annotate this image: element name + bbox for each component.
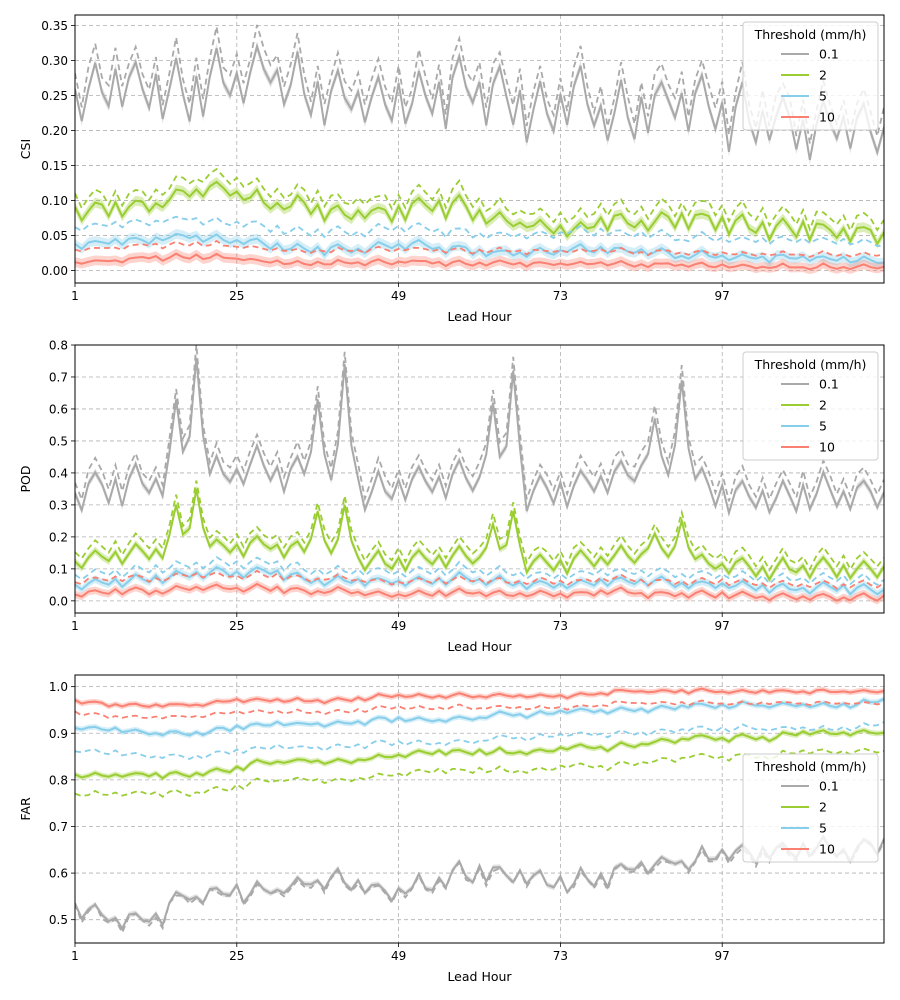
series-5-dashed-line xyxy=(75,721,884,761)
legend-label-0.1: 0.1 xyxy=(819,779,839,794)
y-tick-label: 0.6 xyxy=(49,867,68,881)
x-tick-label: 1 xyxy=(71,619,79,633)
chart-panel-csi: 1 25 49 73 970.000.050.100.150.200.250.300.3… xyxy=(18,14,885,324)
series-2-dashed-line xyxy=(75,167,884,233)
y-tick-label: 0.00 xyxy=(41,264,68,278)
y-axis-label: FAR xyxy=(18,797,33,821)
legend-label-2: 2 xyxy=(819,800,827,815)
series-10-line xyxy=(75,582,884,602)
x-tick-label: 73 xyxy=(553,619,568,633)
series-2-band xyxy=(75,177,884,249)
y-tick-label: 1.0 xyxy=(49,680,68,694)
x-tick-label: 25 xyxy=(229,289,244,303)
series-2-band xyxy=(75,727,884,782)
series-10-band xyxy=(75,248,884,275)
x-axis-label: Lead Hour xyxy=(447,969,512,984)
y-tick-label: 0.9 xyxy=(49,727,68,741)
legend-label-10: 10 xyxy=(819,842,835,857)
y-tick-label: 0.0 xyxy=(49,594,68,608)
series-10-line xyxy=(75,687,884,708)
legend-box xyxy=(742,351,879,461)
legend-title: Threshold (mm/h) xyxy=(754,27,867,42)
series-2-line xyxy=(75,180,884,246)
x-tick-label: 97 xyxy=(715,949,730,963)
series-10-line xyxy=(75,252,884,271)
x-axis-label: Lead Hour xyxy=(447,639,512,654)
legend-label-0.1: 0.1 xyxy=(819,47,839,62)
y-tick-label: 0.20 xyxy=(41,124,68,138)
x-tick-label: 49 xyxy=(391,949,406,963)
x-tick-label: 49 xyxy=(391,619,406,633)
series-10-band xyxy=(75,685,884,710)
legend: Threshold (mm/h) 0.1 2 5 10 xyxy=(742,753,879,863)
y-tick-label: 0.4 xyxy=(49,466,68,480)
legend-label-2: 2 xyxy=(819,68,827,83)
y-tick-label: 0.1 xyxy=(49,562,68,576)
y-tick-label: 0.10 xyxy=(41,194,68,208)
y-tick-label: 0.3 xyxy=(49,498,68,512)
y-tick-label: 0.05 xyxy=(41,229,68,243)
x-tick-label: 97 xyxy=(715,289,730,303)
y-tick-label: 0.7 xyxy=(49,820,68,834)
y-tick-label: 0.5 xyxy=(49,913,68,927)
series-10-dashed-line xyxy=(75,239,884,258)
series-2-line xyxy=(75,729,884,780)
y-axis-label: CSI xyxy=(18,139,33,159)
y-tick-label: 0.6 xyxy=(49,402,68,416)
legend-box xyxy=(742,21,879,131)
legend-label-10: 10 xyxy=(819,110,835,125)
chart-panel-pod: 1 25 49 73 970.00.10.20.30.40.50.60.70.8Lead… xyxy=(18,339,885,654)
series-2-line xyxy=(75,488,884,582)
x-tick-label: 97 xyxy=(715,619,730,633)
y-tick-label: 0.8 xyxy=(49,339,68,353)
y-tick-label: 0.15 xyxy=(41,159,68,173)
x-tick-label: 25 xyxy=(229,619,244,633)
x-tick-label: 73 xyxy=(553,949,568,963)
legend: Threshold (mm/h) 0.1 2 5 10 xyxy=(742,21,879,131)
series-10-dashed-line xyxy=(75,699,884,720)
y-tick-label: 0.5 xyxy=(49,434,68,448)
legend-title: Threshold (mm/h) xyxy=(754,357,867,372)
y-tick-label: 0.7 xyxy=(49,370,68,384)
legend-label-0.1: 0.1 xyxy=(819,377,839,392)
series-10-dashed-line xyxy=(75,569,884,590)
series-5-dashed-line xyxy=(75,215,884,247)
legend-label-5: 5 xyxy=(819,419,827,434)
x-tick-label: 1 xyxy=(71,949,79,963)
axes-frame xyxy=(74,14,885,284)
legend-label-5: 5 xyxy=(819,89,827,104)
y-tick-label: 0.25 xyxy=(41,89,68,103)
legend-label-5: 5 xyxy=(819,821,827,836)
series-0.1-line xyxy=(75,357,884,517)
x-tick-label: 73 xyxy=(553,289,568,303)
x-tick-label: 49 xyxy=(391,289,406,303)
y-tick-label: 0.8 xyxy=(49,773,68,787)
y-axis-label: POD xyxy=(18,465,33,492)
series-0.1-dashed-line xyxy=(75,345,884,503)
y-tick-label: 0.35 xyxy=(41,19,68,33)
y-tick-label: 0.30 xyxy=(41,54,68,68)
plot-area xyxy=(75,345,884,605)
y-tick-label: 0.2 xyxy=(49,530,68,544)
series-2-dashed-line xyxy=(75,480,884,572)
legend-box xyxy=(742,753,879,863)
series-5-band xyxy=(75,229,884,268)
legend: Threshold (mm/h) 0.1 2 5 10 xyxy=(742,351,879,461)
series-5-dashed-line xyxy=(75,555,884,586)
axes-frame xyxy=(74,674,885,944)
axes-frame xyxy=(74,344,885,614)
x-axis-label: Lead Hour xyxy=(447,309,512,324)
legend-label-2: 2 xyxy=(819,398,827,413)
x-tick-label: 1 xyxy=(71,289,79,303)
x-tick-label: 25 xyxy=(229,949,244,963)
legend-label-10: 10 xyxy=(819,440,835,455)
legend-title: Threshold (mm/h) xyxy=(754,759,867,774)
